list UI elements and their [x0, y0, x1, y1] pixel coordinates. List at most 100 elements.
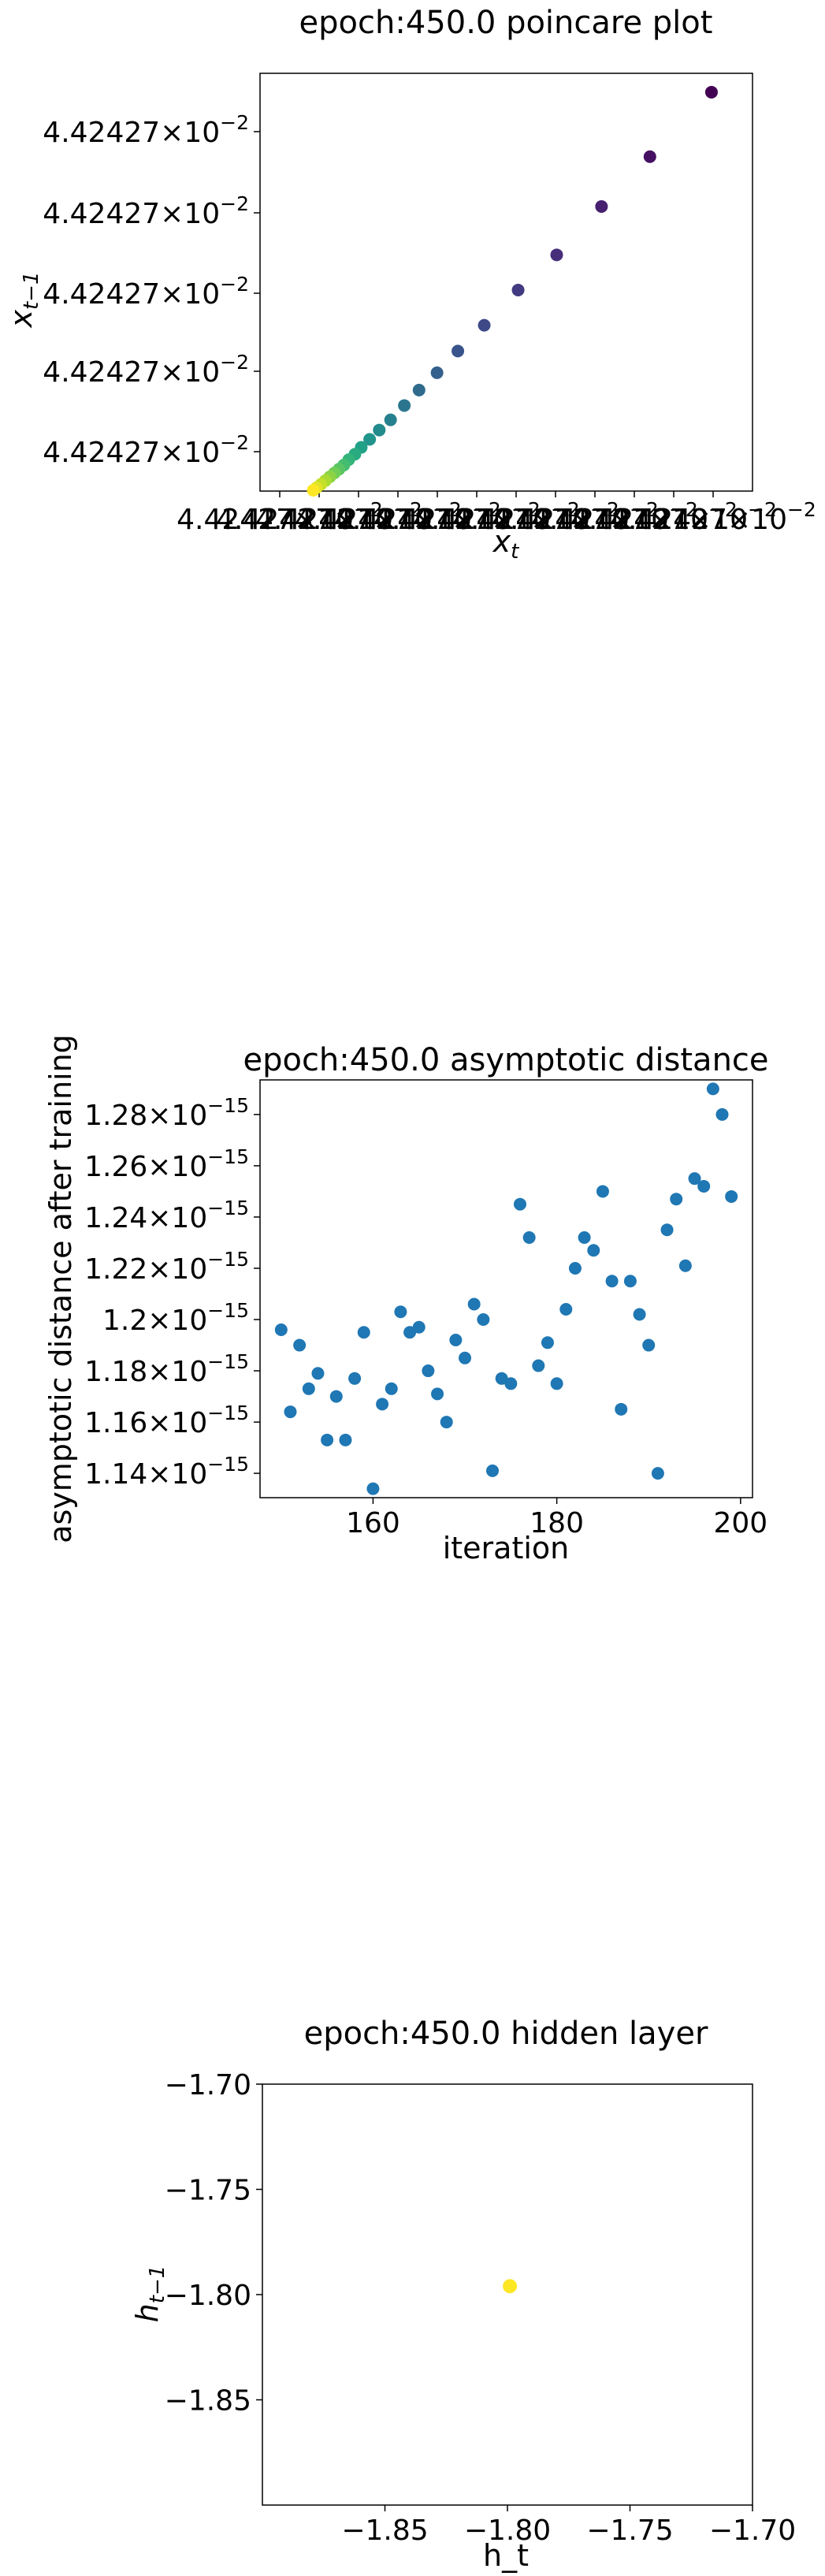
- hidden-x-tick-label: −1.75: [586, 2515, 673, 2547]
- asymptotic-y-tick-label-mantissa: 1.2×10: [102, 1305, 207, 1337]
- poincare-y-ticks: 4.42427×10−24.42427×10−24.42427×10−24.42…: [43, 111, 260, 469]
- poincare-x-tick-label: 4.42427×10−2: [295, 498, 501, 536]
- poincare-plot-area: [259, 73, 753, 492]
- poincare-x-tick-label: 4.42427×10−2: [570, 498, 777, 536]
- hidden-x-tick-label: −1.70: [709, 2515, 796, 2547]
- hidden-y-ticks: −1.70 −1.75 −1.80 −1.85: [165, 2069, 262, 2418]
- poincare-x-tick-label: 4.42427×10−2: [216, 498, 422, 536]
- poincare-ylabel-sub: t−1: [20, 271, 43, 310]
- poincare-point: [511, 283, 525, 296]
- hidden-ylabel-sub: t−1: [146, 2265, 169, 2304]
- asymptotic-point: [311, 1367, 325, 1380]
- asymptotic-point: [605, 1275, 619, 1288]
- hidden-x-ticks: −1.85 −1.80 −1.75 −1.70: [341, 2505, 796, 2547]
- asymptotic-points: [274, 1082, 738, 1495]
- asymptotic-point: [706, 1082, 719, 1096]
- poincare-x-tick-label-exponent: −2: [393, 498, 422, 521]
- poincare-x-tick-label-mantissa: 4.42427×10: [255, 504, 433, 536]
- poincare-x-tick-label: 4.42427×10−2: [177, 498, 383, 536]
- asymptotic-y-tick-label: 1.18×10−15: [84, 1350, 249, 1388]
- hidden-ylabel: ht−1: [130, 2265, 169, 2323]
- poincare-y-tick-label-exponent: −2: [220, 351, 249, 374]
- poincare-x-tick-label: 4.42427×10−2: [255, 498, 462, 536]
- poincare-x-tick-label-mantissa: 4.42427×10: [295, 504, 472, 536]
- asymptotic-point: [532, 1359, 545, 1372]
- poincare-x-tick-label-exponent: −2: [630, 498, 659, 521]
- poincare-x-tick-label-exponent: −2: [354, 498, 383, 521]
- asymptotic-point: [522, 1230, 536, 1244]
- asymptotic-title: epoch:450.0 asymptotic distance: [243, 1042, 768, 1078]
- poincare-x-tick-label-exponent: −2: [787, 498, 816, 521]
- poincare-x-tick-label-exponent: −2: [472, 498, 501, 521]
- asymptotic-point: [431, 1387, 444, 1401]
- asymptotic-point: [284, 1405, 297, 1419]
- asymptotic-point: [449, 1334, 463, 1347]
- poincare-chart: epoch:450.0 poincare plot 4.42427×10−24.…: [4, 5, 816, 564]
- poincare-xlabel-main: x: [492, 524, 511, 559]
- asymptotic-point: [357, 1326, 370, 1339]
- poincare-point: [595, 199, 608, 213]
- asymptotic-point: [495, 1372, 508, 1385]
- asymptotic-y-tick-label-exponent: −15: [207, 1453, 249, 1476]
- asymptotic-point: [274, 1323, 288, 1337]
- hidden-y-tick-label: −1.70: [165, 2069, 251, 2101]
- poincare-y-tick-label-mantissa: 4.42427×10: [43, 278, 220, 311]
- hidden-title: epoch:450.0 hidden layer: [304, 2016, 708, 2052]
- hidden-ylabel-main: h: [130, 2303, 165, 2322]
- poincare-y-tick-label-exponent: −2: [220, 111, 249, 134]
- poincare-point: [307, 483, 320, 497]
- poincare-point: [550, 248, 563, 262]
- poincare-point: [363, 433, 377, 446]
- poincare-x-tick-label-mantissa: 4.42427×10: [373, 504, 551, 536]
- asymptotic-point: [302, 1382, 315, 1395]
- poincare-x-ticks: 4.42427×10−24.42427×10−24.42427×10−24.42…: [177, 491, 816, 536]
- asymptotic-point: [697, 1179, 711, 1193]
- hidden-y-tick-label: −1.85: [165, 2385, 251, 2418]
- asymptotic-point: [440, 1416, 453, 1429]
- poincare-x-tick-label-mantissa: 4.42427×10: [610, 504, 787, 536]
- poincare-y-tick-label-mantissa: 4.42427×10: [43, 356, 220, 389]
- poincare-x-tick-label-exponent: −2: [708, 498, 738, 521]
- asymptotic-y-tick-label: 1.16×10−15: [84, 1402, 249, 1439]
- poincare-x-tick-label-mantissa: 4.42427×10: [216, 504, 393, 536]
- hidden-x-tick-label: −1.80: [464, 2515, 551, 2547]
- poincare-y-tick-label: 4.42427×10−2: [43, 351, 249, 389]
- poincare-point: [478, 318, 491, 332]
- poincare-y-tick-label: 4.42427×10−2: [43, 192, 249, 230]
- poincare-x-tick-label-exponent: −2: [590, 498, 619, 521]
- poincare-point: [704, 85, 718, 99]
- asymptotic-y-tick-label-exponent: −15: [207, 1299, 249, 1322]
- poincare-x-tick-label-mantissa: 4.42427×10: [177, 504, 354, 536]
- poincare-point: [373, 423, 386, 437]
- hidden-y-tick-label: −1.75: [165, 2175, 251, 2207]
- poincare-y-tick-label: 4.42427×10−2: [43, 273, 249, 311]
- asymptotic-point: [623, 1275, 637, 1288]
- asymptotic-point: [678, 1259, 692, 1272]
- hidden-points: [503, 2279, 518, 2294]
- hidden-xlabel: h_t: [483, 2538, 529, 2573]
- poincare-ylabel-main: x: [4, 310, 39, 329]
- asymptotic-y-tick-label-exponent: −15: [207, 1248, 249, 1271]
- asymptotic-point: [459, 1351, 472, 1364]
- poincare-y-tick-label-mantissa: 4.42427×10: [43, 437, 220, 469]
- poincare-point: [452, 344, 465, 358]
- poincare-x-tick-label: 4.42427×10−2: [492, 498, 698, 536]
- poincare-x-tick-label: 4.42427×10−2: [610, 498, 816, 536]
- poincare-point: [430, 366, 444, 379]
- poincare-x-tick-label-mantissa: 4.42427×10: [570, 504, 748, 536]
- asymptotic-point: [385, 1382, 398, 1395]
- asymptotic-point: [725, 1189, 738, 1203]
- hidden-plot-area: [262, 2083, 753, 2506]
- poincare-x-tick-label: 4.42427×10−2: [373, 498, 580, 536]
- asymptotic-y-tick-label-mantissa: 1.18×10: [84, 1356, 207, 1388]
- asymptotic-point: [321, 1433, 334, 1446]
- asymptotic-y-tick-label-exponent: −15: [207, 1145, 249, 1168]
- poincare-point: [398, 399, 411, 412]
- hidden-x-tick-label: −1.85: [341, 2515, 428, 2547]
- asymptotic-point: [504, 1377, 518, 1390]
- asymptotic-point: [376, 1398, 389, 1411]
- poincare-point: [412, 383, 426, 396]
- asymptotic-x-ticks: 160 180 200: [346, 1498, 767, 1539]
- asymptotic-point: [550, 1377, 563, 1390]
- poincare-points: [307, 85, 718, 497]
